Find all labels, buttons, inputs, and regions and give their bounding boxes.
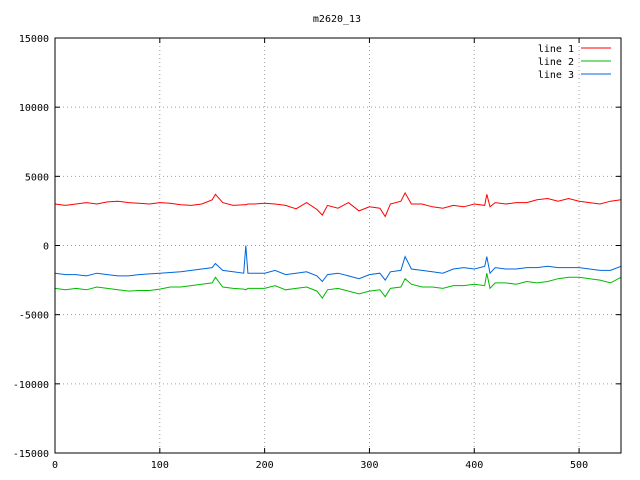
series-layer (54, 191, 622, 299)
series-line-2 (54, 273, 622, 299)
legend-label-3: line 3 (538, 70, 574, 81)
x-tick-label: 100 (151, 460, 169, 471)
y-tick-label: 5000 (25, 172, 49, 183)
y-tick-label: -15000 (13, 449, 49, 460)
axis-ticks: 0 100 200 300 400 500 -15000 -10000 -5000 0 5000 10… (13, 34, 621, 471)
y-tick-label: 0 (43, 242, 49, 253)
legend-label-1: line 1 (538, 44, 574, 55)
x-tick-label: 300 (360, 460, 378, 471)
y-tick-label: 10000 (19, 103, 49, 114)
legend: line 1 line 2 line 3 (538, 44, 611, 81)
chart-grid (55, 38, 621, 453)
x-tick-label: 200 (256, 460, 274, 471)
chart-title: m2620_13 (313, 14, 361, 25)
y-tick-label: 15000 (19, 34, 49, 45)
legend-label-2: line 2 (538, 57, 574, 68)
y-tick-label: -5000 (19, 311, 49, 322)
x-tick-label: 400 (465, 460, 483, 471)
y-tick-label: -10000 (13, 380, 49, 391)
x-tick-label: 0 (52, 460, 58, 471)
series-line-3 (54, 245, 622, 283)
x-tick-label: 500 (570, 460, 588, 471)
series-line-1 (54, 191, 622, 218)
